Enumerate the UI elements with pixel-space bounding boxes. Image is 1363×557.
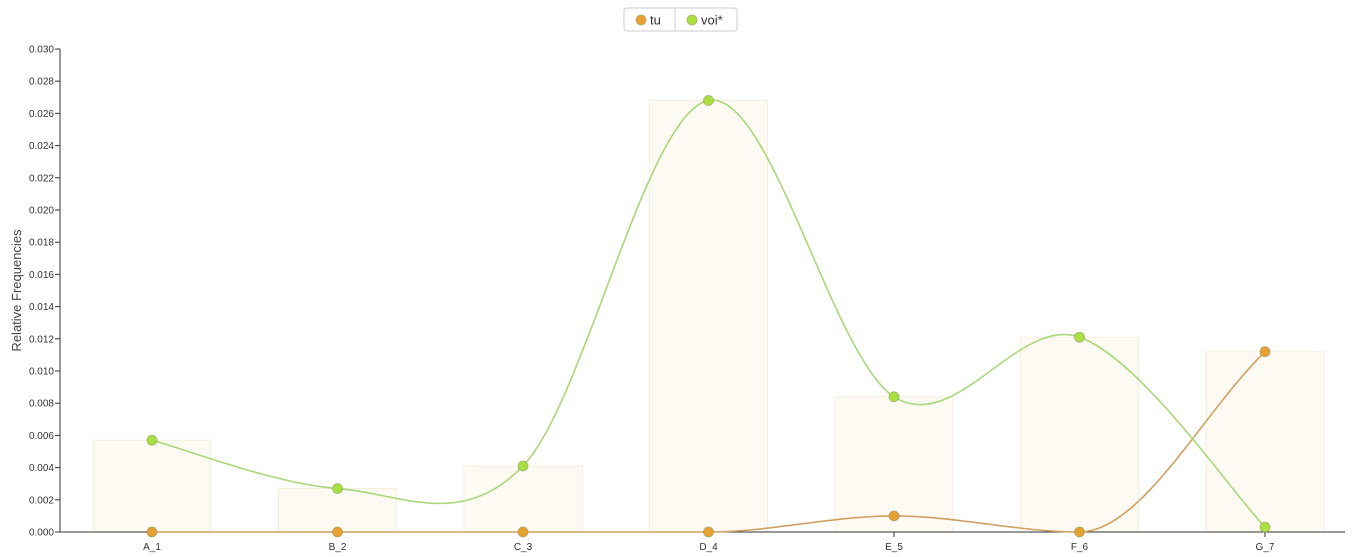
legend-label: voi* xyxy=(701,13,723,28)
legend[interactable]: tu voi* xyxy=(623,7,738,32)
data-point-voi-D_4[interactable] xyxy=(703,95,714,107)
data-point-tu-F_6[interactable] xyxy=(1074,526,1085,538)
y-tick-label: 0.012 xyxy=(29,334,54,345)
points-layer xyxy=(146,95,1271,538)
data-point-voi-C_3[interactable] xyxy=(517,460,529,472)
background-bar-G_7 xyxy=(1205,351,1325,533)
y-tick-label: 0.026 xyxy=(29,109,54,120)
y-tick-label: 0.006 xyxy=(29,431,54,442)
x-tick-label-E_5: E_5 xyxy=(885,542,903,553)
y-tick-label: 0.008 xyxy=(29,399,54,410)
y-tick-label: 0.004 xyxy=(29,463,54,474)
y-ticks: 0.000 0.002 0.004 0.006 0.008 0.010 0.012 0.014… xyxy=(29,45,60,539)
x-tick-label-F_6: F_6 xyxy=(1071,542,1089,553)
x-tick-label-A_1: A_1 xyxy=(143,542,161,553)
y-tick-label: 0.028 xyxy=(29,77,54,88)
data-point-tu-C_3[interactable] xyxy=(517,526,529,538)
data-point-tu-D_4[interactable] xyxy=(703,526,714,538)
background-bar-B_2 xyxy=(278,488,397,533)
legend-label: tu xyxy=(650,13,661,28)
y-tick-label: 0.014 xyxy=(29,302,54,313)
background-bar-F_6 xyxy=(1020,336,1139,533)
legend-item-voi[interactable]: voi* xyxy=(674,8,723,31)
y-tick-label: 0.010 xyxy=(29,367,54,378)
background-bar-D_4 xyxy=(649,100,768,533)
x-tick-label-B_2: B_2 xyxy=(329,542,347,553)
legend-item-tu[interactable]: tu xyxy=(635,13,661,28)
y-tick-label: 0.020 xyxy=(29,206,54,217)
data-point-voi-F_6[interactable] xyxy=(1074,331,1085,343)
data-point-voi-G_7[interactable] xyxy=(1259,521,1271,533)
y-tick-label: 0.016 xyxy=(29,270,54,281)
y-tick-label: 0.022 xyxy=(29,173,54,184)
y-tick-label: 0.002 xyxy=(29,495,54,506)
background-bar-A_1 xyxy=(92,439,212,533)
y-tick-label: 0.030 xyxy=(29,45,54,56)
data-point-tu-E_5[interactable] xyxy=(888,510,900,522)
legend-box xyxy=(623,7,738,32)
x-tick-label-D_4: D_4 xyxy=(699,542,718,553)
data-point-tu-G_7[interactable] xyxy=(1259,346,1271,358)
background-bar-C_3 xyxy=(463,465,583,533)
x-tick-label-C_3: C_3 xyxy=(514,542,533,553)
y-axis-title: Relative Frequencies xyxy=(9,229,24,352)
y-tick-label: 0.024 xyxy=(29,141,54,152)
data-point-voi-B_2[interactable] xyxy=(332,483,343,495)
data-point-voi-E_5[interactable] xyxy=(888,391,900,403)
data-point-tu-B_2[interactable] xyxy=(332,526,343,538)
data-point-tu-A_1[interactable] xyxy=(146,526,158,538)
y-tick-label: 0.000 xyxy=(29,528,54,539)
legend-marker xyxy=(686,14,698,26)
data-point-voi-A_1[interactable] xyxy=(146,434,158,446)
legend-marker xyxy=(635,14,647,26)
axes-layer: 0.000 0.002 0.004 0.006 0.008 0.010 0.012 0.014… xyxy=(9,45,1345,553)
y-tick-label: 0.018 xyxy=(29,238,54,249)
x-tick-label-G_7: G_7 xyxy=(1256,542,1275,553)
bars-layer xyxy=(92,100,1325,533)
